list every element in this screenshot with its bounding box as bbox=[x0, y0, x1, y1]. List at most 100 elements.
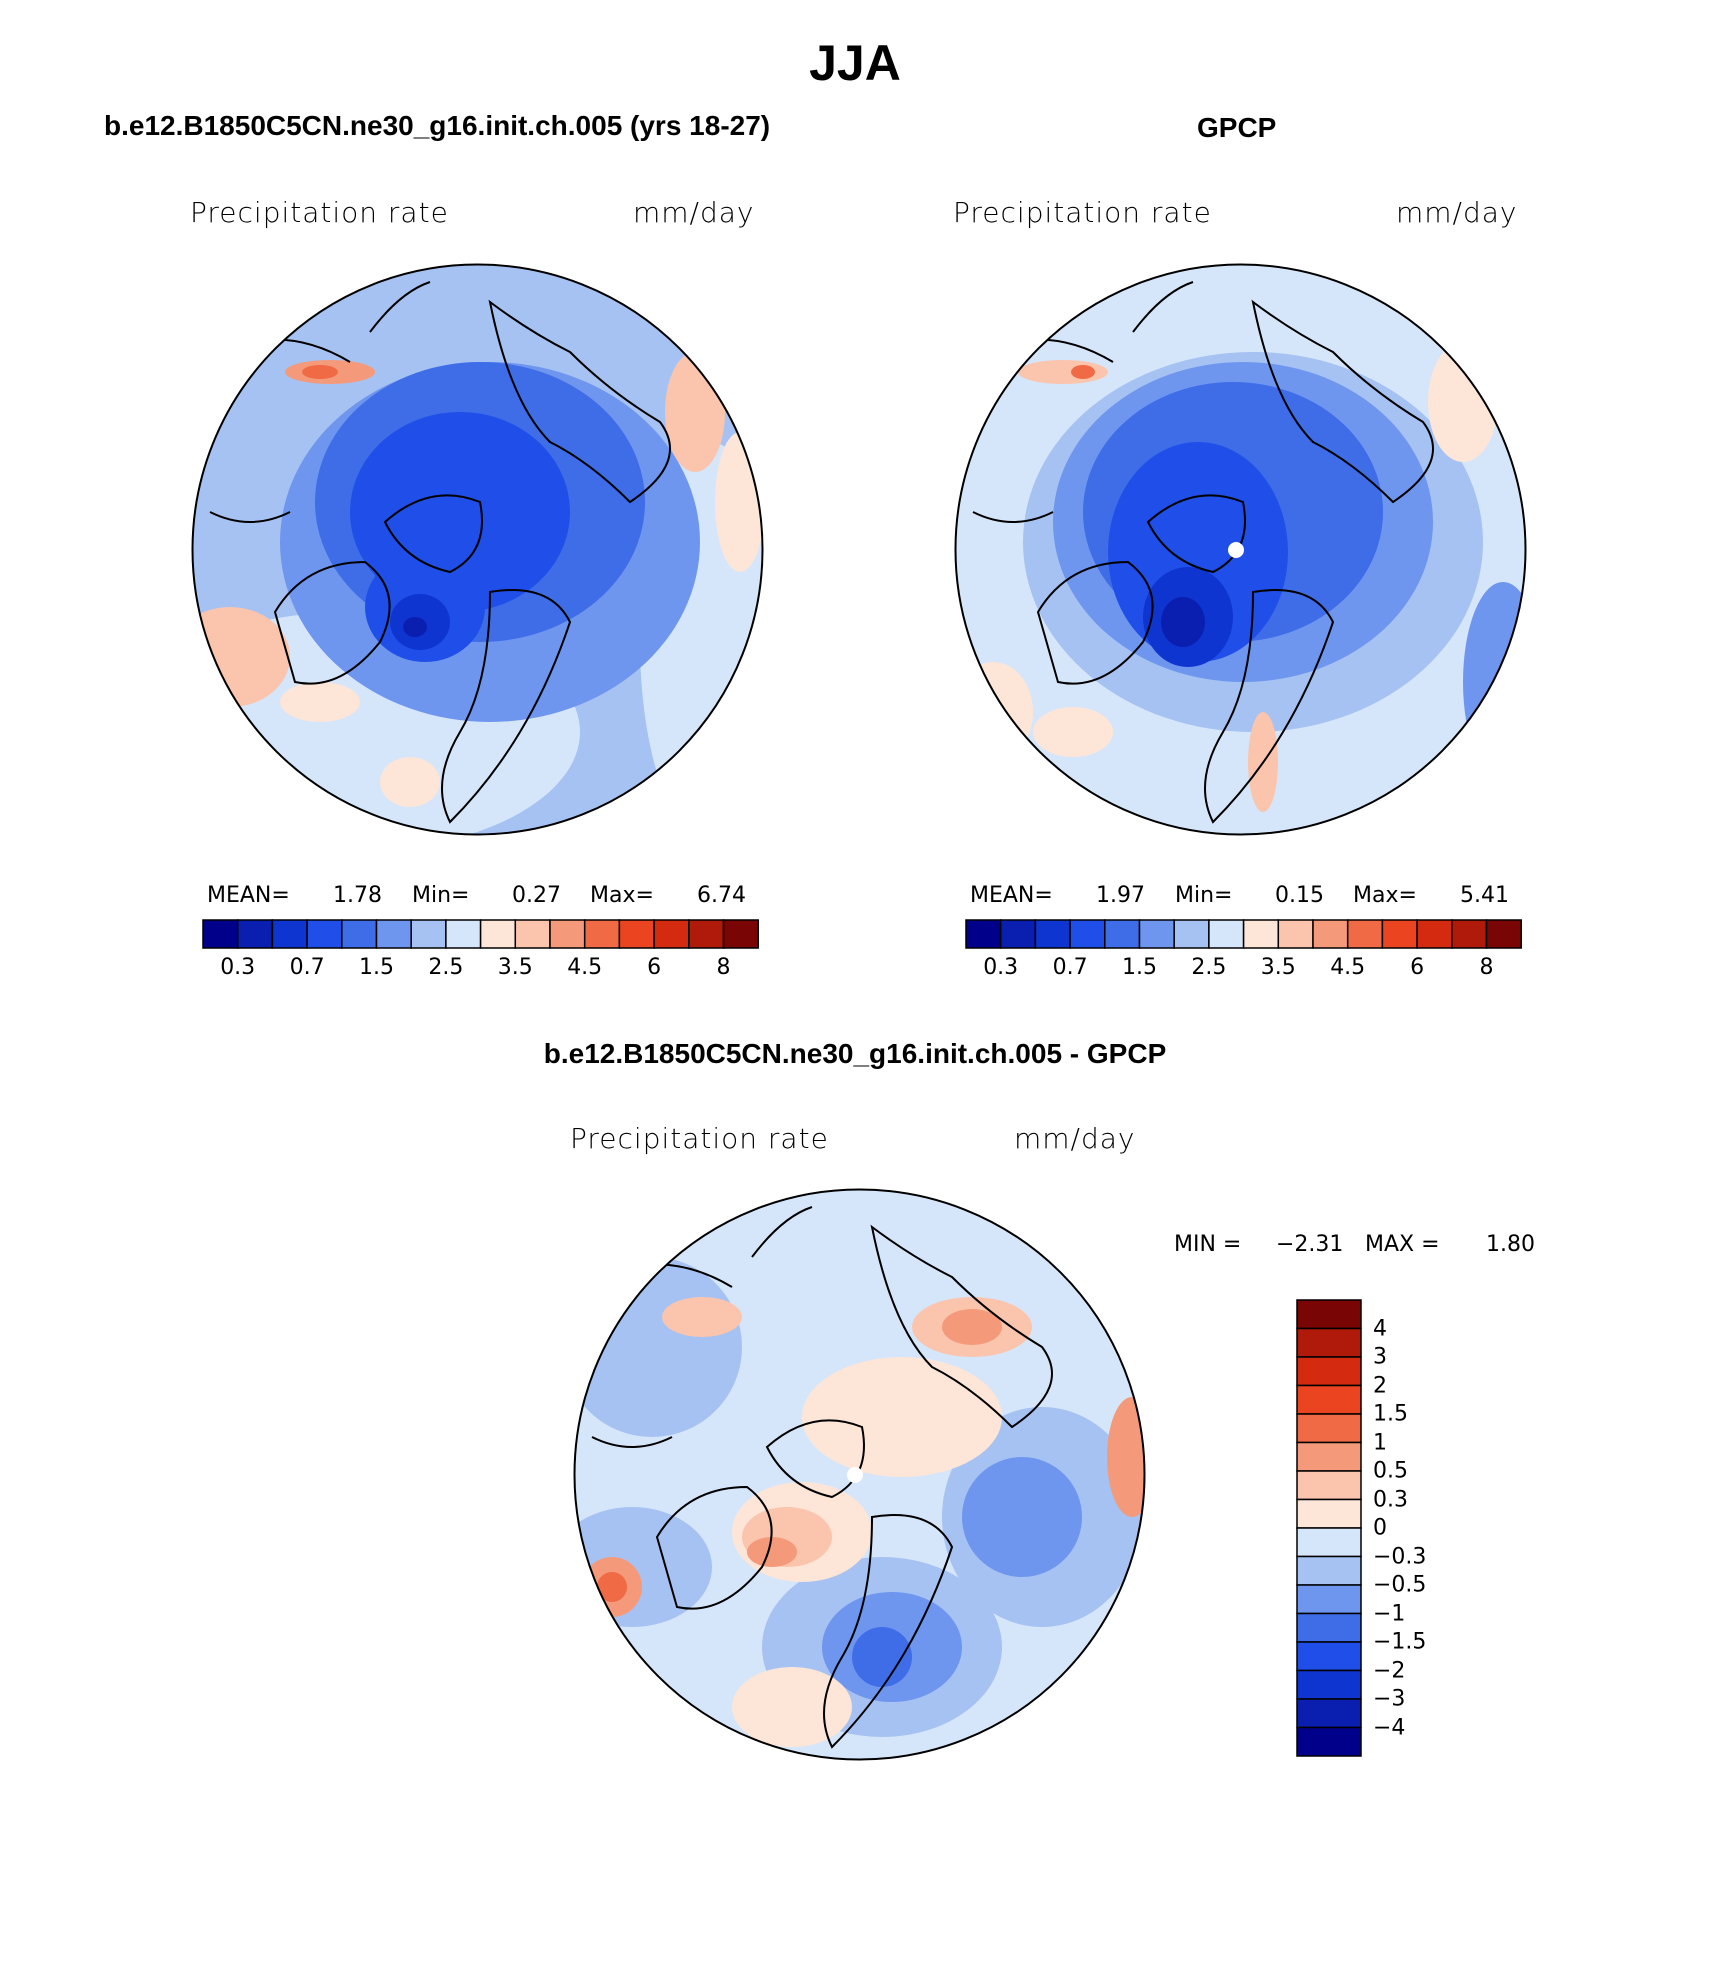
panel2-min-label: Min= bbox=[1175, 883, 1233, 908]
diff-colorbar-tick-label: −0.5 bbox=[1373, 1572, 1427, 1598]
diff-colorbar-swatch bbox=[1296, 1356, 1362, 1387]
colorbar-swatch bbox=[1485, 919, 1522, 949]
colorbar-swatch bbox=[1208, 919, 1245, 949]
diff-colorbar-tick-label: −1.5 bbox=[1373, 1629, 1427, 1655]
panel1-polar-map bbox=[191, 263, 764, 836]
colorbar-tick-label: 0.3 bbox=[983, 955, 1019, 980]
diff-colorbar-swatch bbox=[1296, 1641, 1362, 1672]
panel3-max-value: 1.80 bbox=[1486, 1232, 1535, 1257]
colorbar-tick-label: 0.7 bbox=[289, 955, 325, 980]
colorbar-tick-label: 0.7 bbox=[1052, 955, 1088, 980]
diff-colorbar-tick-label: 0.3 bbox=[1373, 1487, 1408, 1512]
diff-colorbar-tick-label: −2 bbox=[1373, 1658, 1406, 1683]
colorbar-swatch bbox=[306, 919, 343, 949]
colorbar-swatch bbox=[1451, 919, 1488, 949]
colorbar-swatch bbox=[1416, 919, 1453, 949]
colorbar-swatch bbox=[236, 919, 274, 949]
diff-colorbar-swatch bbox=[1296, 1413, 1362, 1444]
colorbar-swatch bbox=[479, 919, 517, 949]
panel1-variable: Precipitation rate bbox=[190, 196, 449, 229]
colorbar-tick-label: 1.5 bbox=[1122, 955, 1157, 980]
colorbar-swatch bbox=[999, 919, 1037, 949]
diff-colorbar-tick-label: 1 bbox=[1373, 1430, 1387, 1455]
panel2-title: GPCP bbox=[1197, 112, 1277, 143]
colorbar-swatch bbox=[1346, 919, 1384, 949]
panel3-min-value: −2.31 bbox=[1276, 1232, 1344, 1257]
diff-colorbar-tick-label: −4 bbox=[1373, 1715, 1406, 1740]
difference-title: b.e12.B1850C5CN.ne30_g16.init.ch.005 - G… bbox=[543, 1038, 1167, 1069]
colorbar-swatch bbox=[1312, 919, 1349, 949]
panel3-polar-map bbox=[573, 1188, 1146, 1761]
panel1-min-value: 0.27 bbox=[512, 883, 561, 908]
colorbar-tick-label: 8 bbox=[1479, 955, 1494, 980]
colorbar-swatch bbox=[1034, 919, 1071, 949]
colorbar-tick-label: 3.5 bbox=[497, 955, 533, 980]
panel2-mean-value: 1.97 bbox=[1096, 883, 1145, 908]
diff-colorbar-swatch bbox=[1296, 1726, 1362, 1757]
colorbar-swatch bbox=[202, 919, 239, 949]
diff-colorbar-tick-label: 2 bbox=[1373, 1373, 1387, 1398]
panel2-polar-map bbox=[954, 263, 1527, 836]
diff-colorbar-tick-label: −1 bbox=[1373, 1601, 1406, 1626]
colorbar-swatch bbox=[341, 919, 378, 949]
diff-colorbar-swatch bbox=[1296, 1669, 1362, 1700]
colorbar-swatch bbox=[445, 919, 482, 949]
diff-colorbar-swatch bbox=[1296, 1698, 1362, 1729]
diff-colorbar-swatch bbox=[1296, 1327, 1362, 1358]
colorbar-tick-label: 4.5 bbox=[1330, 955, 1366, 980]
panel3-min-label: MIN = bbox=[1174, 1232, 1242, 1257]
panel1-min-label: Min= bbox=[412, 883, 470, 908]
colorbar-swatch bbox=[375, 919, 412, 949]
panel1-title: b.e12.B1850C5CN.ne30_g16.init.ch.005 (yr… bbox=[104, 110, 771, 141]
diff-colorbar-swatch bbox=[1296, 1299, 1362, 1330]
panel2-mean-label: MEAN= bbox=[970, 883, 1053, 908]
panel2-max-value: 5.41 bbox=[1460, 883, 1509, 908]
colorbar-tick-label: 6 bbox=[647, 955, 662, 980]
panel2-max-label: Max= bbox=[1353, 883, 1417, 908]
colorbar-tick-label: 2.5 bbox=[428, 955, 464, 980]
panel1-max-value: 6.74 bbox=[697, 883, 746, 908]
diff-colorbar-swatch bbox=[1296, 1527, 1362, 1558]
diff-colorbar-swatch bbox=[1296, 1470, 1362, 1501]
colorbar-swatch bbox=[688, 919, 725, 949]
diff-colorbar-swatch bbox=[1296, 1441, 1362, 1472]
colorbar-swatch bbox=[1381, 919, 1418, 949]
diff-colorbar-tick-label: 3 bbox=[1373, 1344, 1387, 1370]
diff-colorbar-swatch bbox=[1296, 1498, 1362, 1529]
colorbar-swatch bbox=[1104, 919, 1141, 949]
panel2-min-value: 0.15 bbox=[1275, 883, 1324, 908]
diff-colorbar-swatch bbox=[1296, 1384, 1362, 1415]
colorbar-swatch bbox=[1138, 919, 1175, 949]
panel3-max-label: MAX = bbox=[1365, 1232, 1440, 1257]
colorbar-swatch bbox=[1242, 919, 1280, 949]
diff-colorbar-tick-label: 0.5 bbox=[1373, 1458, 1408, 1484]
diff-colorbar-tick-label: −0.3 bbox=[1373, 1544, 1427, 1569]
colorbar-swatch bbox=[1069, 919, 1106, 949]
diff-colorbar-swatch bbox=[1296, 1555, 1362, 1586]
panel2-units: mm/day bbox=[1396, 196, 1518, 229]
colorbar-swatch bbox=[1173, 919, 1210, 949]
colorbar-swatch bbox=[514, 919, 551, 949]
panel3-variable: Precipitation rate bbox=[570, 1122, 829, 1155]
diff-colorbar-tick-label: −3 bbox=[1373, 1686, 1406, 1712]
colorbar-swatch bbox=[549, 919, 586, 949]
panel1-units: mm/day bbox=[633, 196, 755, 229]
diff-colorbar-tick-label: 0 bbox=[1373, 1515, 1387, 1541]
diff-colorbar-swatch bbox=[1296, 1584, 1362, 1615]
colorbar-swatch bbox=[618, 919, 655, 949]
colorbar-swatch bbox=[1277, 919, 1314, 949]
panel2-variable: Precipitation rate bbox=[953, 196, 1212, 229]
colorbar-swatch bbox=[965, 919, 1002, 949]
colorbar-swatch bbox=[410, 919, 447, 949]
colorbar-tick-label: 1.5 bbox=[359, 955, 394, 980]
diff-colorbar-tick-label: 4 bbox=[1373, 1316, 1387, 1341]
colorbar-swatch bbox=[583, 919, 621, 949]
colorbar-swatch bbox=[653, 919, 690, 949]
colorbar-swatch bbox=[271, 919, 308, 949]
panel3-units: mm/day bbox=[1014, 1122, 1136, 1155]
colorbar-tick-label: 4.5 bbox=[567, 955, 603, 980]
panel1-mean-label: MEAN= bbox=[207, 883, 290, 908]
panel1-max-label: Max= bbox=[590, 883, 654, 908]
colorbar-tick-label: 0.3 bbox=[220, 955, 256, 980]
colorbar-swatch bbox=[722, 919, 759, 949]
